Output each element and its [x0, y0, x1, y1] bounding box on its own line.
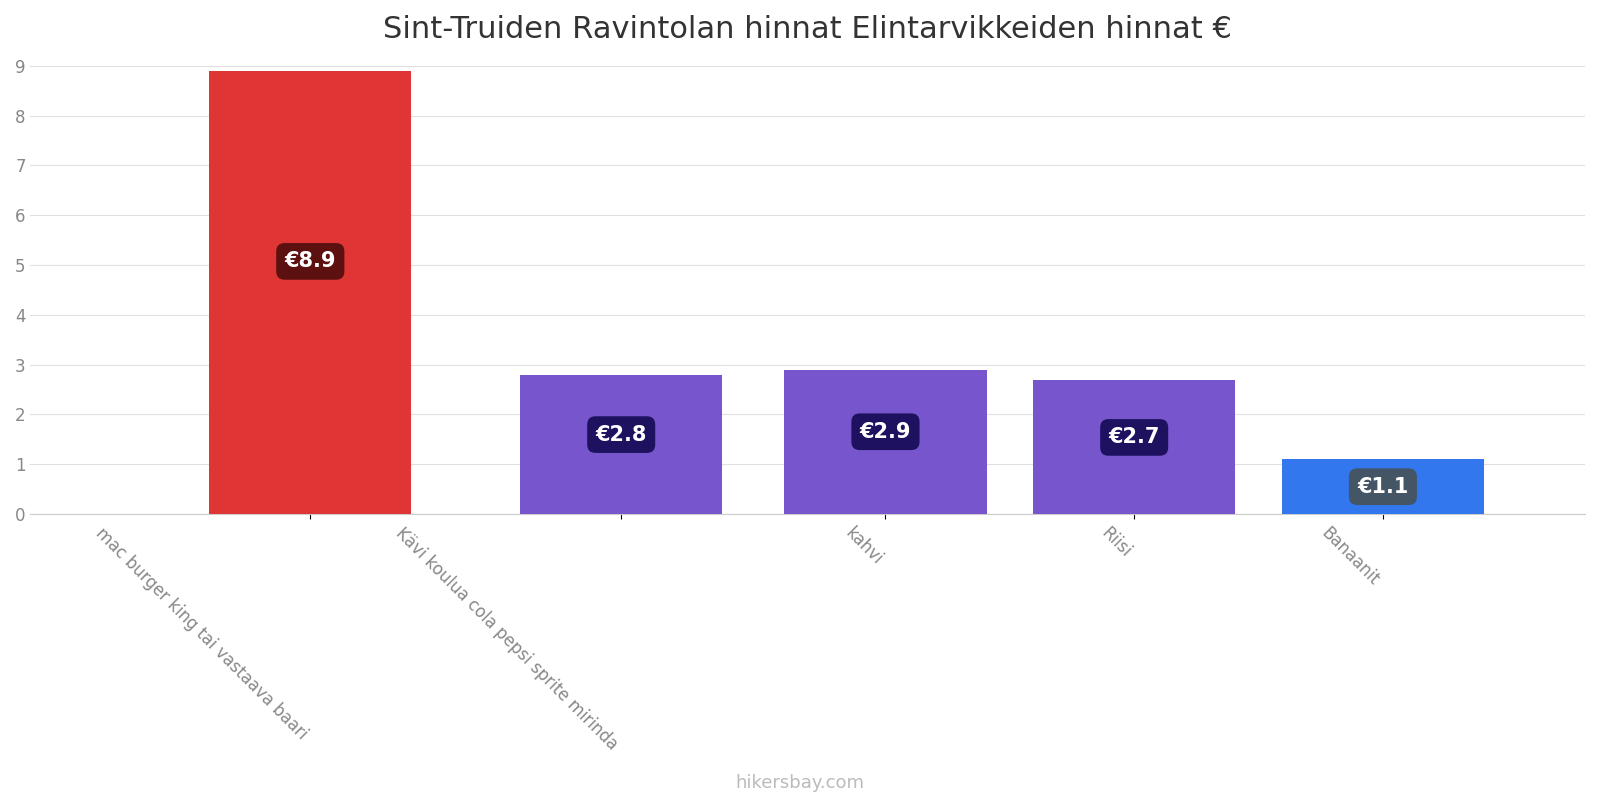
Bar: [784, 370, 987, 514]
Text: €2.7: €2.7: [1109, 427, 1160, 447]
Text: €8.9: €8.9: [285, 251, 336, 271]
Text: €2.8: €2.8: [595, 425, 646, 445]
Text: €1.1: €1.1: [1357, 477, 1408, 497]
Text: €2.9: €2.9: [859, 422, 912, 442]
Bar: [520, 374, 722, 514]
Bar: [1034, 379, 1235, 514]
Bar: [210, 70, 411, 514]
Bar: [1282, 459, 1483, 514]
Text: hikersbay.com: hikersbay.com: [736, 774, 864, 792]
Title: Sint-Truiden Ravintolan hinnat Elintarvikkeiden hinnat €: Sint-Truiden Ravintolan hinnat Elintarvi…: [384, 15, 1232, 44]
